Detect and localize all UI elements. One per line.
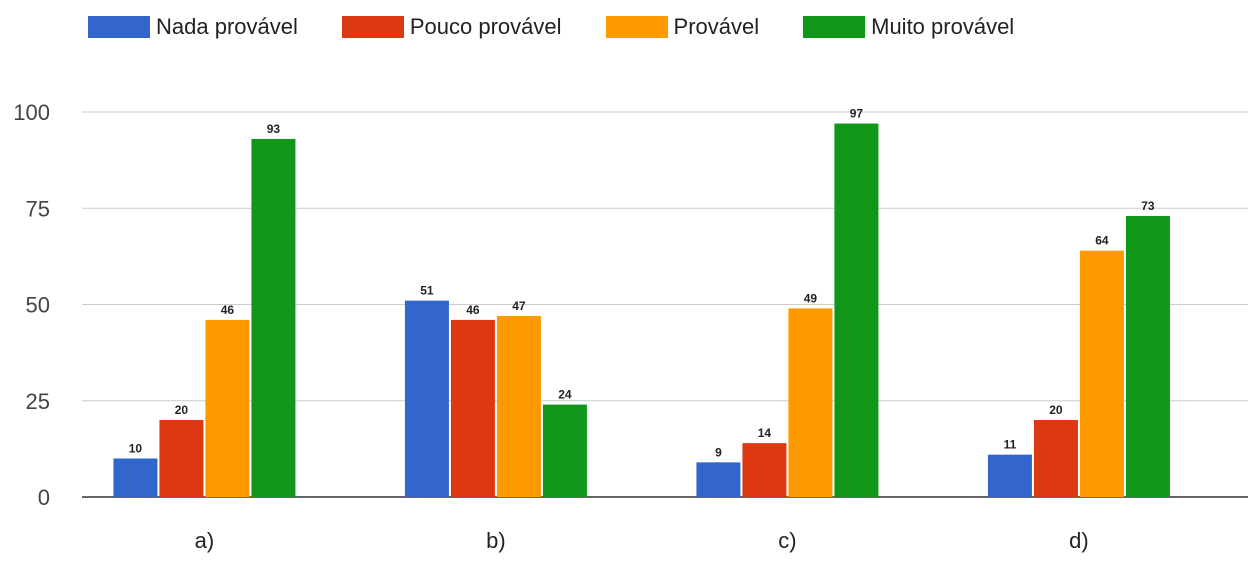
bar [113,458,158,497]
legend-label: Provável [673,14,760,39]
legend-item: Nada provável [88,14,298,40]
data-label: 51 [420,284,434,298]
bar [205,319,250,497]
bar [450,319,495,497]
bar [696,462,741,497]
bar [496,316,541,497]
legend-item: Provável [605,14,760,40]
bar [987,454,1032,497]
legend-label: Nada provável [156,14,298,39]
legend-item: Pouco provável [341,14,562,40]
legend-label: Muito provável [871,14,1015,39]
data-label: 49 [804,291,818,305]
legend-label: Pouco provável [409,14,562,39]
data-label: 46 [466,303,480,317]
data-label: 9 [715,445,722,459]
data-label: 20 [175,403,189,417]
x-tick-label: c) [778,528,796,553]
x-tick-label: a) [195,528,215,553]
bar [1125,215,1170,497]
data-label: 47 [512,299,526,313]
data-label: 93 [267,122,281,136]
legend-swatch [605,16,668,38]
bar [788,308,833,497]
y-tick-label: 100 [13,100,50,125]
bar [542,404,587,497]
bar [1033,420,1078,497]
legend: Nada provável Pouco provável Provável Muito… [88,14,1058,40]
bar [251,138,296,497]
legend-swatch [803,16,866,38]
x-tick-label: b) [486,528,506,553]
data-label: 10 [129,442,143,456]
legend-swatch [341,16,404,38]
x-tick-label: d) [1069,528,1089,553]
y-tick-label: 0 [38,485,50,510]
data-label: 14 [758,426,772,440]
data-label: 46 [221,303,235,317]
y-tick-label: 50 [26,293,50,318]
legend-item: Muito provável [803,14,1014,40]
y-tick-label: 75 [26,196,50,221]
data-label: 73 [1141,199,1155,213]
data-label: 11 [1004,438,1017,452]
data-label: 24 [558,388,572,402]
data-label: 20 [1049,403,1063,417]
bar [742,443,787,497]
bar [159,420,204,497]
data-label: 97 [850,107,864,121]
y-tick-label: 25 [26,389,50,414]
legend-swatch [88,16,150,38]
data-label: 64 [1095,234,1109,248]
bar [834,123,879,498]
bar [404,300,449,497]
bar [1079,250,1124,497]
